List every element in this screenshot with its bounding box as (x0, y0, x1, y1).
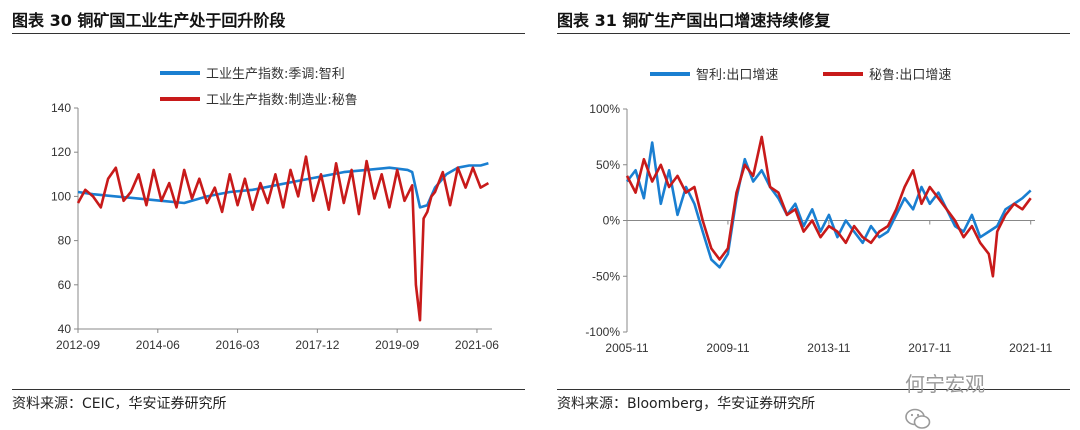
watermark: 何宁宏观 (905, 368, 985, 429)
y-tick-label: 80 (58, 234, 72, 248)
x-tick-label: 2021-06 (455, 338, 499, 352)
x-tick-label: 2021-11 (1009, 341, 1052, 355)
y-tick-label: -100% (585, 325, 620, 339)
y-tick-label: 100 (51, 189, 71, 203)
y-tick-label: 0% (603, 214, 621, 228)
x-tick-label: 2014-06 (136, 338, 180, 352)
y-tick-label: 140 (51, 101, 71, 115)
chart-svg-right: -100% -50% 0% 50% 100% 2005-11 2009-11 2013-11 2… (585, 68, 1052, 355)
source-note: 资料来源：Bloomberg，华安证券研究所 (557, 396, 816, 412)
x-tick-label: 2016-03 (216, 338, 260, 352)
legend-label: 智利:出口增速 (696, 68, 778, 83)
legend-label: 秘鲁:出口增速 (869, 68, 951, 83)
series-line-2 (625, 135, 1032, 278)
title-rule (12, 33, 525, 34)
wechat-icon (905, 408, 931, 429)
series-line-1 (625, 141, 1032, 269)
source-rule (12, 389, 525, 390)
y-tick-label: 60 (58, 278, 72, 292)
x-tick-label: 2012-09 (56, 338, 100, 352)
y-tick-label: 120 (51, 145, 71, 159)
legend-label: 工业生产指数:季调:智利 (206, 67, 345, 82)
source-note: 资料来源：CEIC，华安证券研究所 (12, 396, 227, 412)
source-rule (557, 389, 1070, 390)
chart-panel-left: 图表 30 铜矿国工业生产处于回升阶段 40 60 80 100 120 140 2012-… (0, 0, 535, 427)
x-tick-label: 2005-11 (605, 341, 648, 355)
x-tick-label: 2017-12 (295, 338, 339, 352)
title-rule (557, 33, 1070, 34)
y-tick-label: 100% (589, 102, 620, 116)
y-tick-label: -50% (592, 269, 620, 283)
y-tick-label: 40 (58, 322, 72, 336)
watermark-text: 何宁宏观 (905, 372, 985, 396)
x-tick-label: 2009-11 (706, 341, 749, 355)
chart-panel-right: 图表 31 铜矿生产国出口增速持续修复 -100% -50% 0% 50% 100% 20… (545, 0, 1080, 427)
chart-svg-left: 40 60 80 100 120 140 2012-09 2014-06 2016-03 2017… (51, 67, 499, 352)
chart-title: 图表 30 铜矿国工业生产处于回升阶段 (12, 11, 286, 30)
series-line-2 (76, 155, 490, 322)
x-tick-label: 2017-11 (908, 341, 951, 355)
x-tick-label: 2013-11 (807, 341, 850, 355)
chart-title: 图表 31 铜矿生产国出口增速持续修复 (557, 11, 831, 30)
y-tick-label: 50% (596, 158, 620, 172)
legend-label: 工业生产指数:制造业:秘鲁 (206, 93, 358, 108)
x-tick-label: 2019-09 (375, 338, 419, 352)
